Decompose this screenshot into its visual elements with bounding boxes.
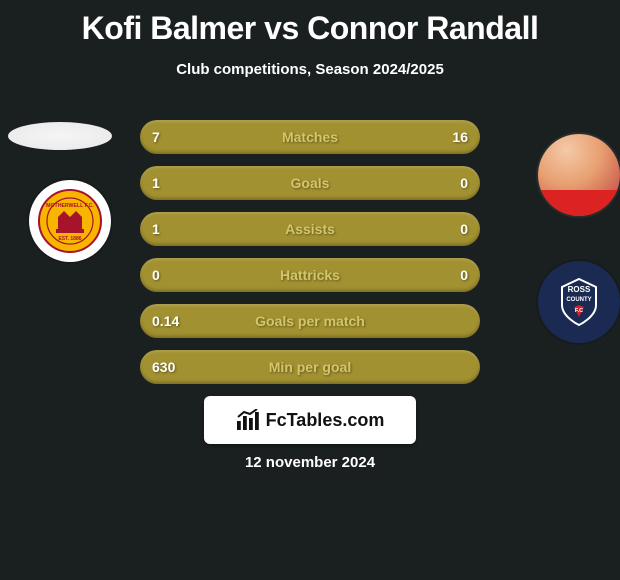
svg-text:MOTHERWELL F.C.: MOTHERWELL F.C. xyxy=(46,203,94,209)
stat-p1-value: 7 xyxy=(152,129,160,145)
stat-p1-value: 0 xyxy=(152,267,160,283)
chart-icon xyxy=(236,409,260,431)
stat-label: Assists xyxy=(140,221,480,237)
stat-p1-value: 1 xyxy=(152,221,160,237)
svg-text:EST. 1886: EST. 1886 xyxy=(58,236,81,242)
stat-p1-value: 1 xyxy=(152,175,160,191)
ross-county-badge-icon: ROSS COUNTY F.C xyxy=(544,267,614,337)
brand-badge: FcTables.com xyxy=(204,396,416,444)
player1-avatar xyxy=(8,122,112,150)
stat-p1-value: 630 xyxy=(152,359,175,375)
svg-text:COUNTY: COUNTY xyxy=(566,297,591,303)
stats-table: 7 Matches 16 1 Goals 0 1 Assists 0 0 Hat… xyxy=(140,120,480,396)
brand-text: FcTables.com xyxy=(266,410,385,431)
stat-p2-value: 0 xyxy=(460,267,468,283)
stat-p2-value: 0 xyxy=(460,175,468,191)
stat-label: Goals xyxy=(140,175,480,191)
stat-row: 0.14 Goals per match xyxy=(140,304,480,338)
player2-avatar xyxy=(538,134,620,216)
subtitle: Club competitions, Season 2024/2025 xyxy=(0,61,620,78)
svg-text:ROSS: ROSS xyxy=(568,285,591,294)
stat-p2-value: 16 xyxy=(452,129,468,145)
stat-row: 1 Goals 0 xyxy=(140,166,480,200)
stat-row: 0 Hattricks 0 xyxy=(140,258,480,292)
date-label: 12 november 2024 xyxy=(0,454,620,471)
stat-label: Hattricks xyxy=(140,267,480,283)
stat-row: 7 Matches 16 xyxy=(140,120,480,154)
page-title: Kofi Balmer vs Connor Randall xyxy=(0,0,620,47)
svg-text:F.C: F.C xyxy=(575,308,583,314)
stat-label: Min per goal xyxy=(140,359,480,375)
stat-p2-value: 0 xyxy=(460,221,468,237)
player2-club-badge: ROSS COUNTY F.C xyxy=(538,261,620,343)
stat-p1-value: 0.14 xyxy=(152,313,179,329)
motherwell-badge-icon: MOTHERWELL F.C. EST. 1886 xyxy=(38,189,102,253)
stat-row: 1 Assists 0 xyxy=(140,212,480,246)
stat-label: Matches xyxy=(140,129,480,145)
stat-label: Goals per match xyxy=(140,313,480,329)
player1-club-badge: MOTHERWELL F.C. EST. 1886 xyxy=(29,180,111,262)
stat-row: 630 Min per goal xyxy=(140,350,480,384)
